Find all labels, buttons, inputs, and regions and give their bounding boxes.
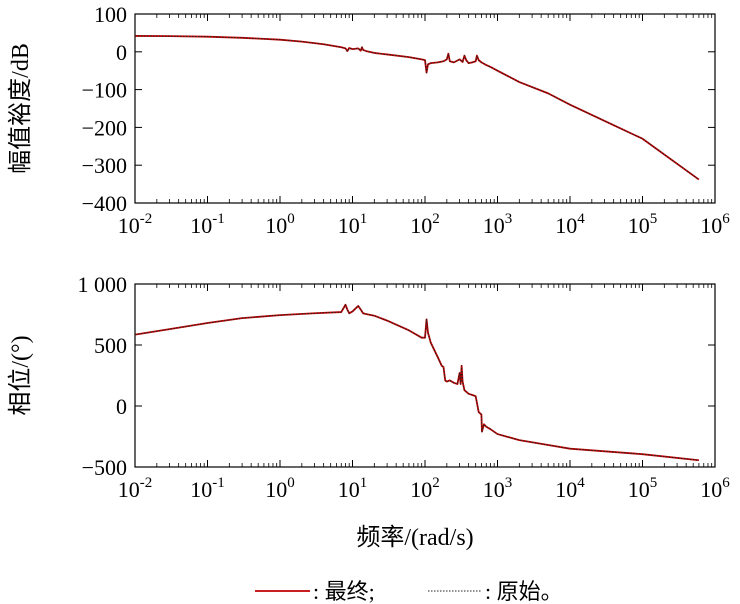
x-tick-label: 103	[483, 211, 513, 238]
series-line-final	[135, 35, 700, 181]
x-tick-label: 105	[628, 475, 658, 502]
x-tick-label: 104	[555, 211, 585, 238]
x-tick-label: 100	[265, 475, 295, 502]
series-line-original	[135, 35, 700, 180]
y-tick-label: −400	[82, 191, 127, 216]
series-line-final	[135, 303, 700, 462]
legend-label-final: : 最终;	[313, 579, 375, 604]
plot-frame	[134, 283, 716, 468]
y-tick-label: 0	[116, 394, 127, 419]
x-tick-label: 10-1	[190, 211, 225, 238]
x-tick-label: 10-2	[118, 475, 153, 502]
phase-panel: 10-2 10-1 100 101 102 103 104 105 106 1 000 500 0 −5…	[7, 272, 730, 551]
x-tick-label: 10-2	[118, 211, 153, 238]
y-tick-label: 500	[94, 333, 127, 358]
x-tick-label: 105	[628, 211, 658, 238]
y-tick-label: −100	[82, 78, 127, 103]
y-tick-label: −500	[82, 455, 127, 480]
y-tick-label: −300	[82, 153, 127, 178]
legend-label-original: : 原始。	[485, 579, 563, 604]
series-line-original	[135, 304, 699, 461]
magnitude-panel: 10-2 10-1 100 101 102 103 104 105 106 100 0 −100 −20…	[7, 2, 730, 238]
x-tick-label: 104	[555, 475, 585, 502]
x-tick-label: 106	[700, 211, 730, 238]
y-tick-label: 100	[94, 2, 127, 27]
y-axis-label: 相位/(°)	[7, 335, 34, 415]
y-tick-label: 0	[116, 40, 127, 65]
y-tick-label: −200	[82, 115, 127, 140]
x-tick-label: 102	[410, 211, 440, 238]
x-tick-label: 103	[483, 475, 513, 502]
x-tick-label: 10-1	[190, 475, 225, 502]
x-tick-label: 106	[700, 475, 730, 502]
x-tick-label: 102	[410, 475, 440, 502]
y-tick-label: 1 000	[78, 272, 128, 297]
x-tick-label: 100	[265, 211, 295, 238]
x-tick-label: 101	[338, 475, 368, 502]
legend: : 最终; : 原始。	[255, 579, 563, 604]
y-axis-label: 幅值裕度/dB	[7, 43, 34, 174]
plot-frame	[134, 13, 716, 204]
x-axis-label: 频率/(rad/s)	[356, 524, 473, 551]
x-tick-label: 101	[338, 211, 368, 238]
